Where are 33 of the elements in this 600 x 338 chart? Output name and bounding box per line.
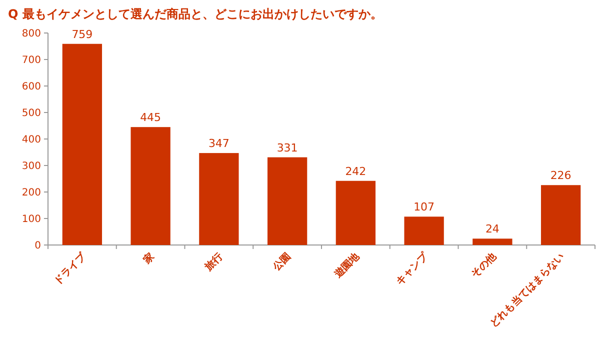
y-tick-label: 500 — [22, 108, 41, 119]
bar — [62, 44, 102, 245]
y-tick-label: 700 — [22, 55, 41, 66]
y-tick-label: 200 — [22, 188, 41, 198]
data-label: 347 — [208, 137, 230, 150]
x-tick-label: 遊園地 — [332, 250, 363, 280]
y-tick-label: 400 — [22, 134, 41, 146]
data-label: 331 — [276, 141, 298, 154]
y-tick-label: 800 — [22, 28, 41, 40]
data-label: 759 — [72, 28, 93, 41]
x-tick-label: 公園 — [270, 250, 294, 274]
x-tick-label: ドライブ — [52, 250, 90, 288]
bar — [472, 238, 512, 245]
chart-title: Q 最もイケメンとして選んだ商品と、どこにお出かけしたいですか。 — [8, 7, 382, 21]
data-label: 445 — [140, 111, 162, 124]
bar — [336, 180, 376, 245]
bar — [540, 185, 581, 245]
y-tick-label: 0 — [34, 240, 41, 252]
y-tick-label: 600 — [22, 82, 41, 92]
y-tick-label: 300 — [22, 161, 41, 172]
bar — [404, 216, 444, 245]
data-label: 107 — [414, 200, 435, 214]
bar — [199, 153, 239, 245]
data-label: 24 — [485, 222, 500, 236]
data-label: 242 — [345, 164, 366, 178]
x-tick-label: 旅行 — [202, 250, 226, 274]
x-tick-label: 家 — [140, 250, 157, 267]
y-tick-label: 100 — [22, 214, 41, 225]
data-label: 226 — [550, 169, 572, 182]
bar — [130, 127, 170, 245]
x-tick-label: キャンプ — [393, 250, 431, 288]
bar — [267, 157, 308, 245]
x-tick-label: その他 — [468, 250, 500, 280]
